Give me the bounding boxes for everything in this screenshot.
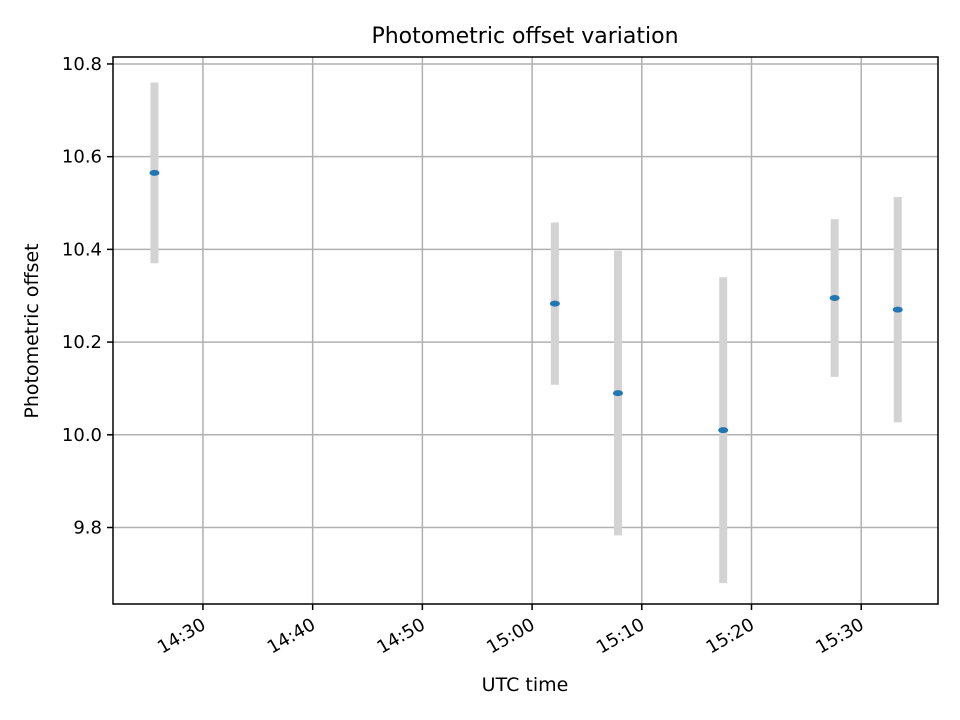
y-tick-label: 9.8 <box>73 518 102 539</box>
x-tick-label: 14:30 <box>154 614 209 658</box>
data-point <box>892 306 903 313</box>
x-tick-label: 15:10 <box>593 614 648 658</box>
data-point <box>149 169 160 176</box>
data-point <box>612 390 623 397</box>
x-tick-label: 15:30 <box>812 614 867 658</box>
y-axis-label: Photometric offset <box>21 243 43 418</box>
x-axis-label: UTC time <box>482 674 569 696</box>
data-point <box>718 427 729 434</box>
y-tick-label: 10.6 <box>62 147 102 168</box>
plot-frame <box>112 56 939 605</box>
grid-layer <box>113 57 938 604</box>
y-tick-label: 10.2 <box>62 332 102 353</box>
tick-layer: 14:30 14:40 14:50 15:00 15:10 15:20 15:30 9.8 10… <box>62 54 868 658</box>
point-layer <box>149 169 903 434</box>
x-tick-label: 14:50 <box>373 614 428 658</box>
data-point <box>549 300 560 307</box>
x-tick-label: 15:00 <box>483 614 538 658</box>
data-point <box>829 295 840 302</box>
y-tick-label: 10.8 <box>62 54 102 75</box>
chart-title: Photometric offset variation <box>371 24 678 49</box>
errorbar-layer <box>150 82 902 584</box>
y-tick-label: 10.0 <box>62 425 102 446</box>
y-tick-label: 10.4 <box>62 239 102 260</box>
x-tick-label: 14:40 <box>264 614 319 658</box>
x-tick-label: 15:20 <box>703 614 758 658</box>
